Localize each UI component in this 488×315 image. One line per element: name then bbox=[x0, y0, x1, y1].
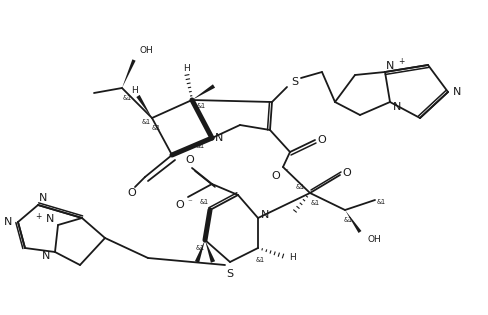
Polygon shape bbox=[122, 59, 135, 88]
Text: S: S bbox=[291, 77, 298, 87]
Text: &1: &1 bbox=[295, 184, 304, 190]
Text: &1: &1 bbox=[196, 103, 205, 109]
Polygon shape bbox=[136, 95, 152, 118]
Text: +: + bbox=[397, 56, 404, 66]
Polygon shape bbox=[195, 240, 204, 263]
Text: H: H bbox=[183, 64, 190, 72]
Text: &1: &1 bbox=[310, 200, 319, 206]
Polygon shape bbox=[345, 210, 361, 233]
Text: +: + bbox=[35, 213, 41, 221]
Text: &1: &1 bbox=[195, 143, 204, 149]
Text: &1: &1 bbox=[376, 199, 385, 205]
Text: &1: &1 bbox=[141, 119, 150, 125]
Polygon shape bbox=[204, 240, 215, 263]
Text: O: O bbox=[185, 155, 194, 165]
Text: N: N bbox=[4, 217, 12, 227]
Text: H: H bbox=[289, 254, 296, 262]
Text: O: O bbox=[317, 135, 325, 145]
Text: &1: &1 bbox=[151, 125, 160, 131]
Text: O: O bbox=[175, 200, 184, 210]
Text: N: N bbox=[214, 133, 223, 143]
Text: O: O bbox=[342, 168, 351, 178]
Text: N: N bbox=[39, 193, 47, 203]
Text: OH: OH bbox=[366, 236, 380, 244]
Text: OH: OH bbox=[139, 45, 152, 54]
Text: N: N bbox=[385, 61, 393, 71]
Text: N: N bbox=[452, 87, 460, 97]
Text: &1: &1 bbox=[343, 217, 352, 223]
Text: ⁻: ⁻ bbox=[187, 198, 192, 208]
Text: &1: &1 bbox=[195, 245, 204, 251]
Text: H: H bbox=[130, 85, 137, 94]
Text: &1: &1 bbox=[255, 257, 264, 263]
Text: &1: &1 bbox=[122, 95, 131, 101]
Text: ⁻: ⁻ bbox=[283, 168, 288, 176]
Text: N: N bbox=[42, 251, 50, 261]
Text: N: N bbox=[46, 214, 54, 224]
Polygon shape bbox=[192, 84, 215, 100]
Text: &1: &1 bbox=[199, 199, 208, 205]
Text: O: O bbox=[127, 188, 136, 198]
Text: N: N bbox=[392, 102, 400, 112]
Text: O: O bbox=[271, 171, 280, 181]
Text: N: N bbox=[260, 210, 268, 220]
Text: S: S bbox=[226, 269, 233, 279]
